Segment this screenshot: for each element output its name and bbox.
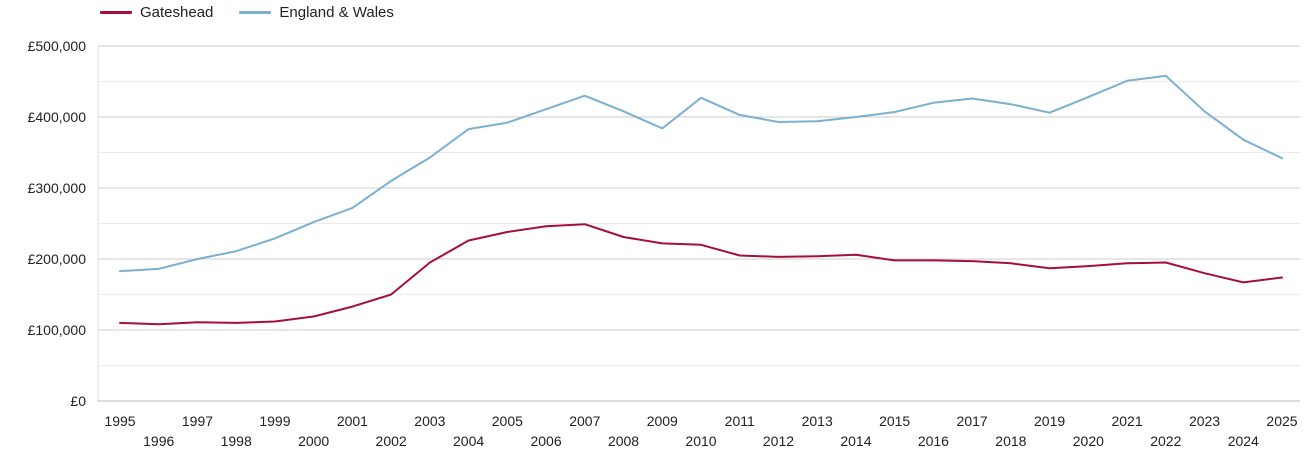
x-tick-label: 2023	[1189, 413, 1220, 429]
x-tick-label: 1995	[104, 413, 135, 429]
x-tick-label: 2017	[957, 413, 988, 429]
x-tick-label: 2006	[530, 433, 561, 449]
x-tick-label: 2007	[569, 413, 600, 429]
x-tick-label: 2003	[414, 413, 445, 429]
legend-swatch-england-wales	[239, 11, 272, 14]
legend-item-england-wales[interactable]: England & Wales	[239, 4, 394, 21]
y-tick-label: £100,000	[28, 322, 87, 338]
x-tick-label: 2022	[1150, 433, 1181, 449]
x-tick-label: 1998	[221, 433, 252, 449]
legend: Gateshead England & Wales	[100, 4, 394, 21]
series-lines	[119, 74, 1283, 326]
grid-lines	[97, 45, 1300, 402]
series-line-gateshead[interactable]	[119, 223, 1283, 326]
y-axis: £0 £100,000 £200,000 £300,000 £400,000 £500,0…	[28, 38, 87, 409]
x-tick-label: 2024	[1228, 433, 1259, 449]
x-tick-label: 2021	[1111, 413, 1142, 429]
y-tick-label: £200,000	[28, 251, 87, 267]
legend-label-england-wales: England & Wales	[279, 4, 394, 21]
x-tick-label: 2005	[492, 413, 523, 429]
x-tick-label: 2010	[685, 433, 716, 449]
x-tick-label: 2016	[918, 433, 949, 449]
x-axis: 1995 1996 1997 1998 1999 2000 2001 2002 2003 2004…	[104, 413, 1297, 449]
x-tick-label: 2014	[840, 433, 871, 449]
x-tick-label: 2001	[337, 413, 368, 429]
legend-label-gateshead: Gateshead	[140, 4, 214, 21]
x-tick-label: 2009	[647, 413, 678, 429]
legend-item-gateshead[interactable]: Gateshead	[100, 4, 213, 21]
x-tick-label: 2004	[453, 433, 484, 449]
legend-swatch-gateshead	[100, 11, 132, 14]
x-tick-label: 1996	[143, 433, 174, 449]
y-tick-label: £300,000	[28, 180, 87, 196]
y-tick-label: £500,000	[28, 38, 87, 54]
x-tick-label: 2020	[1073, 433, 1104, 449]
y-tick-label: £400,000	[28, 109, 87, 125]
x-tick-label: 2018	[995, 433, 1026, 449]
x-tick-label: 2002	[376, 433, 407, 449]
y-tick-label: £0	[70, 393, 86, 409]
x-tick-label: 2015	[879, 413, 910, 429]
x-tick-label: 1997	[182, 413, 213, 429]
x-tick-label: 2012	[763, 433, 794, 449]
x-tick-label: 2025	[1266, 413, 1297, 429]
x-tick-label: 2013	[802, 413, 833, 429]
x-tick-label: 1999	[259, 413, 290, 429]
series-line-england-wales[interactable]	[119, 74, 1283, 273]
x-tick-label: 2008	[608, 433, 639, 449]
x-tick-label: 2019	[1034, 413, 1065, 429]
x-tick-label: 2000	[298, 433, 329, 449]
x-tick-label: 2011	[725, 413, 755, 429]
